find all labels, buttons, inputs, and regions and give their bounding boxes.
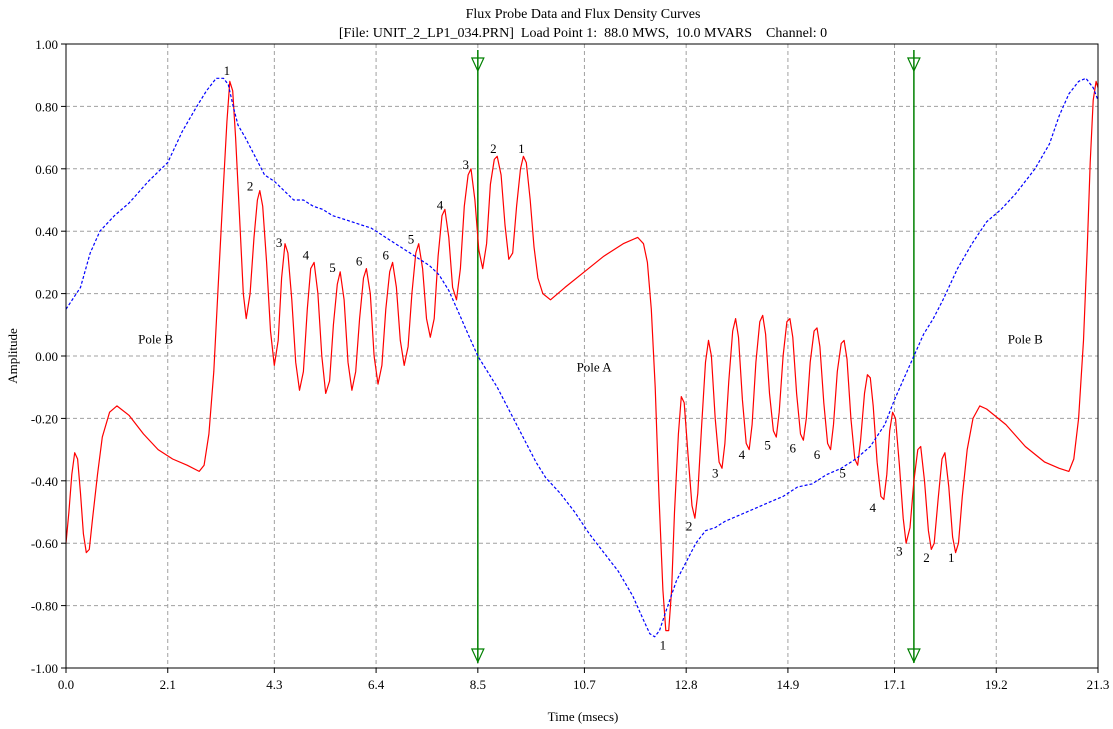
annotation-label: 3: [896, 544, 903, 559]
annotation-label: 1: [518, 141, 525, 156]
annotation-label: 2: [686, 519, 693, 534]
x-tick-label: 4.3: [266, 677, 282, 692]
chart-subtitle: [File: UNIT_2_LP1_034.PRN] Load Point 1:…: [339, 26, 827, 41]
x-tick-label: 19.2: [985, 677, 1008, 692]
annotation-label: Pole A: [577, 360, 613, 375]
series-lines: [65, 77, 1099, 638]
y-tick-label: 0.80: [35, 99, 58, 114]
annotation-label: 3: [276, 235, 283, 250]
x-tick-label: 6.4: [368, 677, 385, 692]
y-tick-label: -0.80: [31, 599, 58, 614]
annotation-label: 6: [356, 254, 363, 269]
annotation-label: 5: [764, 438, 771, 453]
axis-ticks: 0.0 2.1 4.3 6.4 8.5 10.7 12.8 14.9 17.1 19.2 21.3 -…: [31, 37, 1109, 692]
x-tick-label: 0.0: [58, 677, 74, 692]
x-axis-label: Time (msecs): [548, 709, 619, 724]
annotation-label: 1: [660, 637, 667, 652]
flux_density-curve: [65, 77, 1099, 638]
annotation-label: 4: [437, 197, 444, 212]
marker-top-arrow: [906, 57, 921, 73]
annotation-label: 1: [224, 63, 231, 78]
y-tick-label: -1.00: [31, 661, 58, 676]
annotation-label: 6: [790, 441, 797, 456]
y-tick-label: 0.40: [35, 224, 58, 239]
annotation-label: 2: [247, 179, 254, 194]
x-tick-label: 12.8: [675, 677, 698, 692]
y-tick-label: 0.20: [35, 287, 58, 302]
x-tick-label: 14.9: [777, 677, 800, 692]
x-tick-label: 8.5: [470, 677, 486, 692]
marker-bottom-arrow: [906, 648, 921, 664]
grid: [66, 44, 1098, 668]
marker-top-arrow: [470, 57, 485, 73]
annotation-label: Pole B: [1008, 332, 1043, 347]
annotation-label: 3: [462, 157, 469, 172]
x-tick-label: 10.7: [573, 677, 596, 692]
annotation-label: 5: [839, 466, 846, 481]
annotation-label: 3: [712, 466, 719, 481]
y-tick-label: 1.00: [35, 37, 58, 52]
y-axis-label: Amplitude: [5, 328, 20, 384]
y-tick-label: 0.00: [35, 349, 58, 364]
y-tick-label: -0.60: [31, 536, 58, 551]
x-tick-label: 21.3: [1087, 677, 1110, 692]
annotation-label: 6: [814, 447, 821, 462]
marker-bottom-arrow: [470, 648, 485, 664]
annotation-label: 4: [869, 500, 876, 515]
annotation-label: 5: [408, 232, 415, 247]
x-tick-label: 17.1: [883, 677, 906, 692]
annotations: Pole B Pole A Pole B 1 2 3 4 5 6 6 5 4 3 2 1 1 2 3 4 5 6 6 5 4 3…: [138, 63, 1043, 652]
chart-title: Flux Probe Data and Flux Density Curves: [466, 7, 701, 22]
annotation-label: Pole B: [138, 332, 173, 347]
annotation-label: 2: [923, 550, 930, 565]
flux_probe-curve: [65, 80, 1099, 632]
annotation-label: 4: [739, 447, 746, 462]
y-tick-label: 0.60: [35, 162, 58, 177]
y-tick-label: -0.40: [31, 474, 58, 489]
annotation-label: 4: [303, 247, 310, 262]
annotation-label: 6: [383, 247, 390, 262]
y-tick-label: -0.20: [31, 411, 58, 426]
annotation-label: 1: [948, 550, 955, 565]
annotation-label: 2: [490, 141, 497, 156]
annotation-label: 5: [329, 260, 336, 275]
x-tick-label: 2.1: [160, 677, 176, 692]
